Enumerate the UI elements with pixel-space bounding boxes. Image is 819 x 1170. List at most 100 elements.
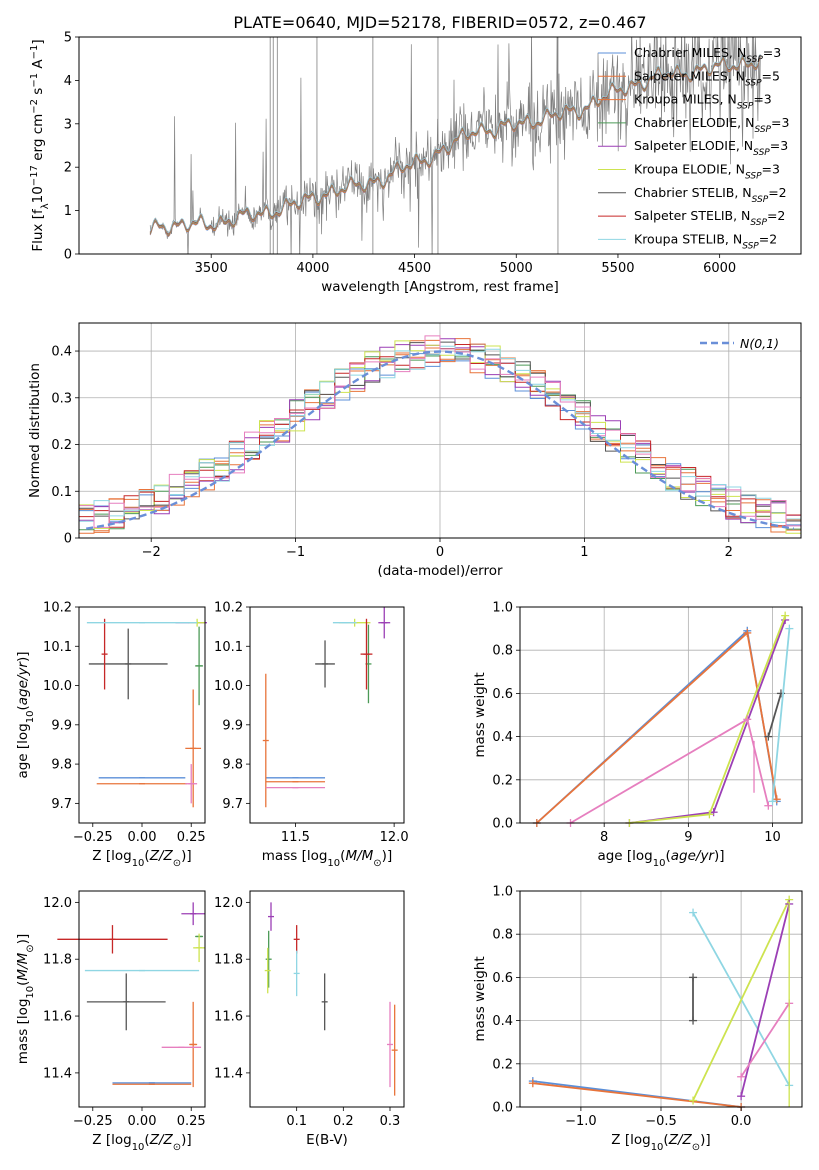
legend-label: Salpeter STELIB, N xyxy=(634,208,750,223)
x-axis-label-part: age/yr xyxy=(671,848,716,864)
y-tick-label: 0.4 xyxy=(51,345,72,360)
legend-entry: Salpeter MILES, NSSP=5 xyxy=(634,68,780,88)
legend-entry: Salpeter ELODIE, NSSP=3 xyxy=(634,138,788,158)
legend-entry: Chabrier MILES, NSSP=3 xyxy=(634,45,781,65)
x-axis-label-part: Z/Z xyxy=(668,1132,693,1148)
y-tick-label: 1 xyxy=(64,204,72,219)
x-axis-label-part: (data-model)/error xyxy=(377,563,503,579)
y-tick-label: 0 xyxy=(64,248,72,263)
y-tick-label: 0.3 xyxy=(51,391,72,406)
y-tick-label: 0.8 xyxy=(492,644,513,659)
y-tick-label: 9.7 xyxy=(51,797,72,812)
legend-label: Kroupa MILES, N xyxy=(634,92,737,107)
y-axis-label-part: ⊙ xyxy=(25,944,36,952)
spectrum-frame xyxy=(78,36,802,255)
x-tick-label: 0.25 xyxy=(177,1114,206,1129)
y-tick-label: 2 xyxy=(64,161,72,176)
legend-sub: SSP xyxy=(754,125,771,135)
y-tick-label: 1.0 xyxy=(492,885,513,900)
y-axis-label-part: age/yr xyxy=(15,661,31,706)
x-axis-label-part: 10 xyxy=(653,858,666,869)
x-axis-label-part: )] xyxy=(382,848,393,864)
x-tick-label: 0.2 xyxy=(333,1114,354,1129)
x-axis-label-part: ( xyxy=(340,848,345,864)
x-tick-label: 8 xyxy=(600,830,608,845)
y-axis-label-part: mass [log xyxy=(15,999,31,1065)
x-axis-label-part: Z/Z xyxy=(149,1132,174,1148)
y-axis-label-part: −17 xyxy=(29,165,40,186)
x-tick-label: 12.0 xyxy=(380,830,409,845)
x-tick-label: 9 xyxy=(684,830,692,845)
age-vs-Z-frame xyxy=(78,606,206,824)
legend-entry: Kroupa MILES, NSSP=3 xyxy=(634,92,772,112)
x-axis-label-part: 10 xyxy=(327,858,340,869)
weight-line-kroupa-elodie xyxy=(692,899,791,1101)
y-axis-label-part: mass weight xyxy=(472,672,488,757)
y-tick-label: 0.8 xyxy=(492,928,513,943)
y-axis-label-part: −1 xyxy=(29,73,40,88)
y-axis-label: Normed distribution xyxy=(27,363,43,498)
y-axis-label-part: M/M xyxy=(15,952,31,980)
normal-curve xyxy=(86,350,794,530)
x-tick-label: −0.25 xyxy=(73,1114,113,1129)
y-tick-label: 0.2 xyxy=(492,773,513,788)
x-tick-label: −1 xyxy=(286,545,305,560)
x-axis-label-part: )] xyxy=(181,848,192,864)
y-axis-label-part: 10 xyxy=(25,711,36,724)
mass-vs-Z-plot-area xyxy=(57,902,205,1088)
legend-tail: =2 xyxy=(768,185,786,200)
legend-sub: SSP xyxy=(753,148,770,158)
page-title: PLATE=0640, MJD=52178, FIBERID=0572, z=0… xyxy=(233,13,646,32)
y-tick-label: 3 xyxy=(64,117,72,132)
age-vs-mass-frame xyxy=(249,606,405,824)
legend-sub: SSP xyxy=(742,241,759,251)
legend-label: Chabrier STELIB, N xyxy=(634,185,752,200)
y-tick-label: 0.4 xyxy=(492,730,513,745)
x-axis-label: (data-model)/error xyxy=(377,563,503,579)
y-axis-label: mass [log10(M/M⊙)] xyxy=(15,934,36,1064)
y-tick-label: 10.0 xyxy=(43,679,72,694)
legend-label: Kroupa ELODIE, N xyxy=(634,162,745,177)
x-axis-label: E(B-V) xyxy=(306,1132,348,1148)
mass-vs-Z-frame xyxy=(78,890,206,1108)
y-tick-label: 9.9 xyxy=(222,718,243,733)
x-tick-label: 0.00 xyxy=(128,1114,157,1129)
spectrum-legend: Chabrier MILES, NSSP=3 Salpeter MILES, NS… xyxy=(598,45,789,251)
y-tick-label: 12.0 xyxy=(214,896,243,911)
y-tick-label: 0.1 xyxy=(51,485,72,500)
y-tick-label: 0.4 xyxy=(492,1014,513,1029)
legend-tail: =3 xyxy=(762,162,780,177)
x-axis-label-part: ⊙ xyxy=(373,858,381,869)
legend-label: Salpeter ELODIE, N xyxy=(634,138,753,153)
weight-line-salpeter-miles xyxy=(532,1082,742,1108)
y-tick-label: 11.8 xyxy=(214,953,243,968)
x-tick-label: 10 xyxy=(764,830,781,845)
mass-weight-vs-Z-panel: −1.0 −0.5 0.0 0.0 0.2 0.4 0.6 0.8 1.0 Z [log10(Z/… xyxy=(472,885,803,1153)
legend-tail: =3 xyxy=(771,115,789,130)
y-axis-label-part: erg cm xyxy=(30,114,46,165)
y-tick-label: 0.0 xyxy=(492,1101,513,1116)
x-axis-label-part: Z [log xyxy=(92,1132,131,1148)
x-tick-label: 2 xyxy=(725,545,733,560)
y-axis-label-part: age [log xyxy=(15,723,31,778)
y-tick-label: 5 xyxy=(64,31,72,46)
residuals-plot-area xyxy=(79,335,801,534)
weight-line-chabrier-stelib xyxy=(767,693,782,737)
x-axis-label: Z [log10(Z/Z⊙)] xyxy=(611,1132,710,1153)
y-axis-label-part: −2 xyxy=(29,99,40,114)
legend-tail: =5 xyxy=(762,68,780,83)
mass-weight-vs-age-frame xyxy=(519,606,803,824)
histogram-pink xyxy=(79,335,801,528)
y-tick-label: 10.1 xyxy=(214,640,243,655)
x-tick-label: 0.3 xyxy=(380,1114,401,1129)
legend-entry: Chabrier ELODIE, NSSP=3 xyxy=(634,115,789,135)
x-tick-label: 5000 xyxy=(500,261,533,276)
legend-entry: Chabrier STELIB, NSSP=2 xyxy=(634,185,787,205)
spectrum-panel: 3500 4000 4500 5000 5500 6000 0 1 2 3 4 5 wavelength… xyxy=(29,31,802,295)
legend-entry: Kroupa ELODIE, NSSP=3 xyxy=(634,162,780,182)
x-axis-label-part: ⊙ xyxy=(173,1142,181,1153)
legend-tail: =3 xyxy=(753,92,771,107)
x-tick-label: 4500 xyxy=(398,261,431,276)
